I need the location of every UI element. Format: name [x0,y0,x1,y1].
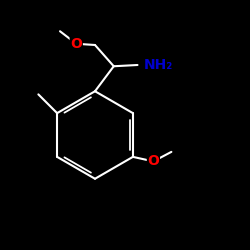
Text: O: O [148,154,159,168]
Text: NH₂: NH₂ [144,58,173,72]
Text: O: O [70,37,82,51]
